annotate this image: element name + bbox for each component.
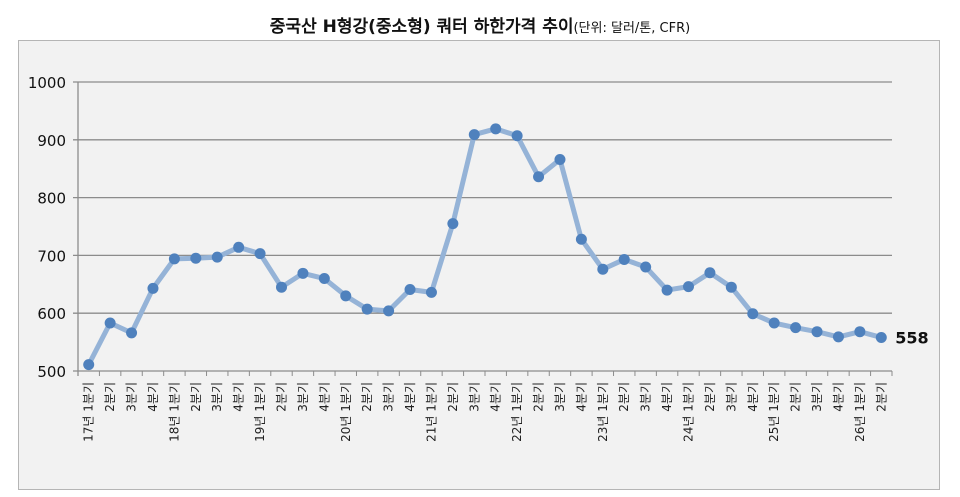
x-tick-label: 4분기 [660, 382, 674, 412]
data-point [468, 129, 480, 141]
x-tick-label: 4분기 [232, 382, 246, 412]
x-tick-label: 2분기 [360, 382, 374, 412]
data-point [661, 284, 673, 296]
data-point [704, 267, 716, 279]
x-tick-label: 17년 1분기 [82, 382, 96, 442]
x-tick-label: 4분기 [146, 382, 160, 412]
unit-note: (단위: 달러/톤, CFR) [573, 21, 691, 36]
x-tick-label: 4분기 [746, 382, 760, 412]
x-tick-label: 25년 1분기 [767, 382, 781, 442]
data-point [447, 218, 459, 230]
x-tick-label: 2분기 [789, 382, 803, 412]
x-tick-label: 23년 1분기 [596, 382, 610, 442]
x-tick-label: 20년 1분기 [339, 382, 353, 442]
x-tick-label: 3분기 [382, 382, 396, 412]
data-point [790, 322, 802, 334]
data-label-last: 558 [895, 328, 928, 347]
data-point [811, 326, 823, 338]
data-point [404, 284, 416, 296]
x-tick-label: 2분기 [617, 382, 631, 412]
x-tick-label: 18년 1분기 [167, 382, 181, 442]
x-tick-label: 2분기 [103, 382, 117, 412]
data-point [233, 241, 245, 253]
data-point [147, 282, 159, 294]
data-point [725, 281, 737, 293]
data-point [597, 263, 609, 275]
x-tick-label: 4분기 [317, 382, 331, 412]
x-tick-label: 2분기 [446, 382, 460, 412]
y-tick-label: 1000 [28, 74, 66, 92]
x-tick-label: 3분기 [553, 382, 567, 412]
data-point [361, 303, 373, 315]
data-point [747, 308, 759, 320]
x-tick-label: 4분기 [831, 382, 845, 412]
data-point [190, 252, 202, 264]
x-tick-label: 3분기 [724, 382, 738, 412]
x-tick-label: 2분기 [189, 382, 203, 412]
x-tick-label: 22년 1분기 [510, 382, 524, 442]
chart-title: 중국산 H형강(중소형) 쿼터 하한가격 추이(단위: 달러/톤, CFR) [0, 12, 960, 37]
data-point [340, 290, 352, 302]
data-point [254, 248, 266, 260]
data-point [276, 281, 287, 293]
data-point [875, 331, 887, 343]
y-tick-label: 900 [37, 132, 66, 150]
data-point [533, 171, 545, 183]
x-tick-label: 4분기 [489, 382, 503, 412]
x-tick-label: 2분기 [275, 382, 289, 412]
y-tick-label: 600 [37, 305, 66, 323]
data-point [297, 267, 309, 279]
y-tick-label: 800 [37, 190, 66, 208]
data-point [618, 253, 630, 265]
chart-title-text: 중국산 H형강(중소형) 쿼터 하한가격 추이 [269, 17, 574, 37]
data-point [83, 359, 95, 371]
data-point [854, 326, 866, 338]
x-tick-label: 3분기 [467, 382, 481, 412]
data-point [383, 305, 395, 317]
data-point [126, 327, 138, 339]
x-tick-label: 21년 1분기 [424, 382, 438, 442]
data-point [490, 123, 502, 135]
x-tick-label: 3분기 [639, 382, 653, 412]
x-tick-label: 26년 1분기 [853, 382, 867, 442]
x-tick-label: 3분기 [810, 382, 824, 412]
x-tick-label: 4분기 [574, 382, 588, 412]
data-point [640, 261, 652, 273]
data-point [104, 317, 116, 329]
data-point [168, 253, 180, 265]
data-point [211, 251, 223, 263]
data-point [554, 153, 566, 165]
x-tick-label: 4분기 [403, 382, 417, 412]
y-tick-label: 700 [37, 247, 66, 265]
data-point [683, 281, 694, 293]
data-point [832, 331, 844, 343]
x-tick-label: 2분기 [703, 382, 717, 412]
data-point [511, 130, 523, 142]
x-tick-label: 2분기 [874, 382, 888, 412]
data-point [318, 273, 330, 285]
x-tick-label: 3분기 [296, 382, 310, 412]
data-point [768, 317, 780, 329]
y-tick-label: 500 [37, 363, 66, 381]
x-tick-label: 3분기 [125, 382, 139, 412]
series-line [86, 126, 882, 366]
x-tick-label: 3분기 [210, 382, 224, 412]
x-tick-label: 2분기 [532, 382, 546, 412]
x-tick-label: 24년 1분기 [682, 382, 696, 442]
x-tick-label: 19년 1분기 [253, 382, 267, 442]
data-point [425, 286, 437, 298]
data-point [575, 233, 587, 245]
